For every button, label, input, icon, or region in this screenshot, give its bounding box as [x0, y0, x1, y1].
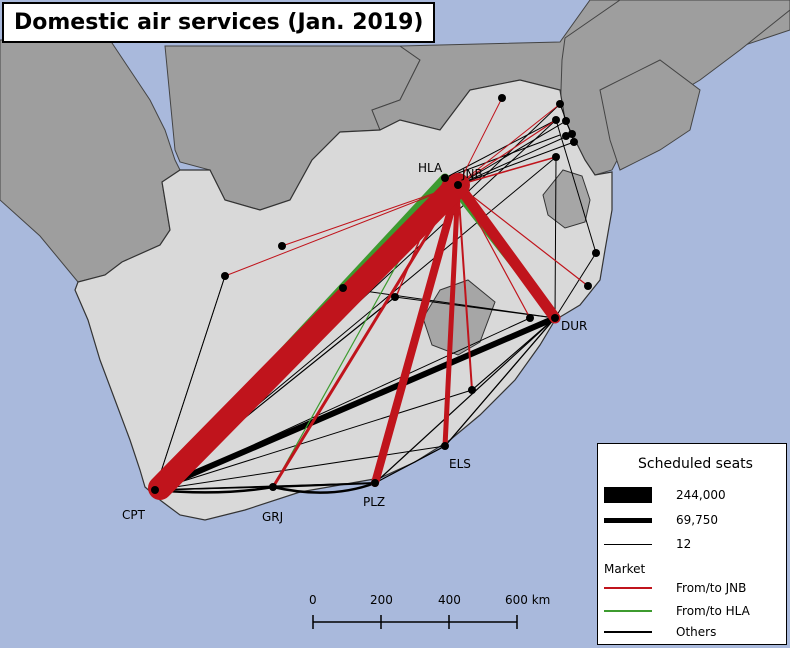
airport-dot [468, 386, 476, 394]
airport-dot [221, 272, 229, 280]
scale-tick-label: 200 [370, 593, 393, 607]
airport-dot [552, 116, 560, 124]
airports [151, 94, 600, 494]
map-title: Domestic air services (Jan. 2019) [2, 2, 436, 43]
city-label-dur: DUR [561, 319, 587, 333]
legend-market-label: From/to HLA [676, 604, 750, 618]
legend-market-label: Others [676, 625, 717, 639]
city-label-cpt: CPT [122, 508, 146, 522]
legend-swatch [604, 487, 652, 503]
airport-dot [592, 249, 600, 257]
scale-tick-label: 0 [309, 593, 317, 607]
airport-dot [570, 138, 578, 146]
legend-size-row: 12 [604, 535, 691, 553]
airport-dot [269, 483, 277, 491]
legend: Scheduled seats 244,000 69,750 12 Market… [597, 443, 787, 645]
city-label-hla: HLA [418, 161, 443, 175]
scale-tick-label: 400 [438, 593, 461, 607]
airport-dot [562, 117, 570, 125]
airport-dot [526, 314, 534, 322]
airport-dot [562, 132, 570, 140]
routes-jnb [148, 97, 589, 500]
scale-bar: 0 200 400 600 km [309, 593, 550, 629]
legend-title: Scheduled seats [638, 456, 753, 472]
legend-market-title: Market [604, 562, 646, 576]
airport-dot [552, 153, 560, 161]
legend-market-label: From/to JNB [676, 581, 747, 595]
airport-dot [441, 442, 449, 450]
airport-dot [441, 174, 449, 182]
city-label-plz: PLZ [363, 495, 385, 509]
legend-swatch [604, 587, 652, 589]
airport-dot [556, 100, 564, 108]
legend-swatch [604, 543, 652, 545]
legend-swatch [604, 631, 652, 633]
legend-market-row: Others [604, 623, 716, 641]
eswatini [542, 169, 591, 229]
legend-market-row: From/to JNB [604, 579, 746, 597]
airport-dot [371, 479, 379, 487]
city-label-els: ELS [449, 457, 471, 471]
city-label-jnb: JNB [461, 167, 483, 181]
legend-size-label: 244,000 [676, 488, 726, 502]
airport-dot [584, 282, 592, 290]
legend-swatch [604, 610, 652, 612]
airport-dot [454, 181, 462, 189]
airport-dot [391, 293, 399, 301]
scale-tick-label: 600 km [505, 593, 550, 607]
legend-size-row: 244,000 [604, 486, 726, 504]
legend-size-label: 12 [676, 537, 692, 551]
airport-dot [498, 94, 506, 102]
neighbour-countries [599, 59, 701, 171]
city-label-grj: GRJ [262, 510, 283, 524]
legend-swatch [604, 517, 652, 523]
legend-size-row: 69,750 [604, 511, 718, 529]
airport-dot [551, 314, 559, 322]
airport-dot [278, 242, 286, 250]
airport-dot [339, 284, 347, 292]
legend-size-label: 69,750 [676, 513, 718, 527]
legend-market-row: From/to HLA [604, 602, 750, 620]
airport-dot [151, 486, 159, 494]
